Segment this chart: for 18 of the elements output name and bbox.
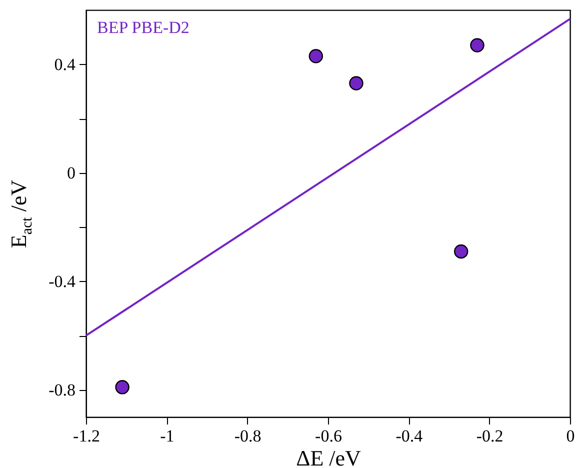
point — [470, 38, 484, 52]
y-tick-label: 0 — [67, 163, 76, 182]
point — [308, 49, 324, 64]
point — [454, 244, 468, 259]
x-tick-label: 0 — [566, 426, 575, 446]
x-tick-label: -0.6 — [315, 426, 342, 446]
annotation: BEP PBE-D2 — [97, 18, 190, 37]
x-axis-title: ΔE /eV — [296, 446, 362, 468]
y-tick-label: -0.4 — [48, 272, 76, 291]
x-tick-label: -0.8 — [234, 426, 262, 446]
point — [115, 380, 130, 394]
x-tick-label: -0.2 — [476, 426, 504, 446]
x-tick-label: -0.4 — [396, 426, 424, 446]
point — [349, 76, 364, 90]
x-tick-label: -1.2 — [73, 426, 100, 446]
y-tick-label: 0.4 — [54, 54, 76, 74]
x-tick-label: -1 — [160, 426, 174, 446]
y-tick-label: -0.8 — [48, 380, 76, 400]
